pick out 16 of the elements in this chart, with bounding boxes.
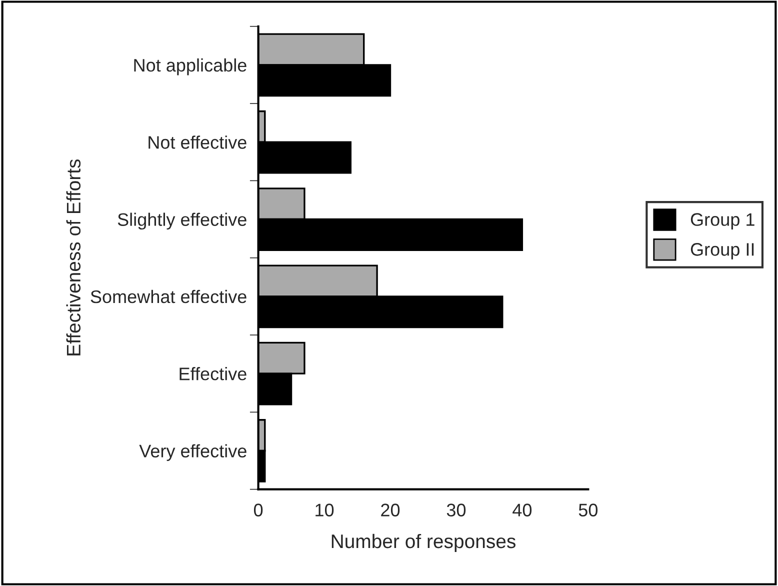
legend-label: Group 1 <box>690 213 754 230</box>
x-tick-label: 10 <box>316 504 334 516</box>
y-tick-label: Not effective <box>148 136 246 149</box>
x-tick-label: 0 <box>254 504 263 516</box>
x-tick-label: 30 <box>446 504 466 516</box>
y-tick-label: Somewhat effective <box>90 290 246 304</box>
x-tick-label: 20 <box>381 504 400 516</box>
x-axis-title: Number of responses <box>332 534 516 552</box>
x-tick-label: 40 <box>512 504 532 516</box>
y-axis-title: Effectiveness of Efforts <box>66 159 81 356</box>
y-tick-label: Slightly effective <box>118 212 246 230</box>
legend-label: Group II <box>690 243 754 260</box>
y-tick-label: Effective <box>180 367 246 380</box>
y-tick-label: Very effective <box>139 444 246 462</box>
y-tick-label: Not applicable <box>134 58 246 76</box>
x-tick-label: 50 <box>578 504 598 516</box>
